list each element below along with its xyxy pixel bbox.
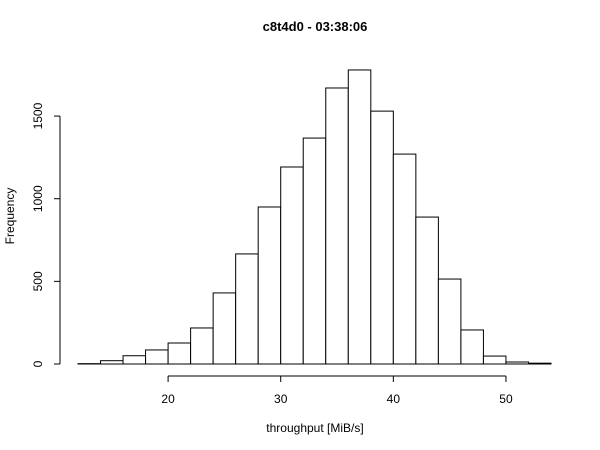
bar (212, 292, 237, 365)
bar (527, 362, 552, 365)
bar (100, 360, 124, 365)
x-tick-label: 20 (161, 392, 175, 406)
bar (167, 342, 192, 365)
y-tick-label: 500 (31, 271, 45, 291)
x-axis-label: throughput [MiB/s] (266, 421, 363, 435)
y-tick-label: 1500 (31, 102, 45, 129)
y-axis-label: Frequency (3, 188, 17, 245)
x-tick-label: 50 (499, 392, 513, 406)
chart-title: c8t4d0 - 03:38:06 (263, 19, 368, 34)
bar (302, 137, 327, 365)
bar (437, 278, 462, 365)
bar (280, 166, 304, 365)
bar (235, 253, 259, 365)
bar (122, 355, 147, 365)
y-tick-label: 1000 (31, 185, 45, 212)
bar (505, 361, 529, 365)
y-tick-label: 0 (31, 360, 45, 367)
bar (325, 87, 349, 365)
bar (415, 216, 439, 365)
bar (392, 153, 417, 365)
bar (460, 329, 484, 365)
bar (482, 355, 507, 365)
bar (370, 110, 394, 365)
bar (347, 69, 372, 365)
bar (190, 327, 214, 365)
x-tick-label: 30 (274, 392, 288, 406)
x-tick-label: 40 (387, 392, 401, 406)
bar (145, 349, 169, 365)
bar (257, 206, 282, 365)
